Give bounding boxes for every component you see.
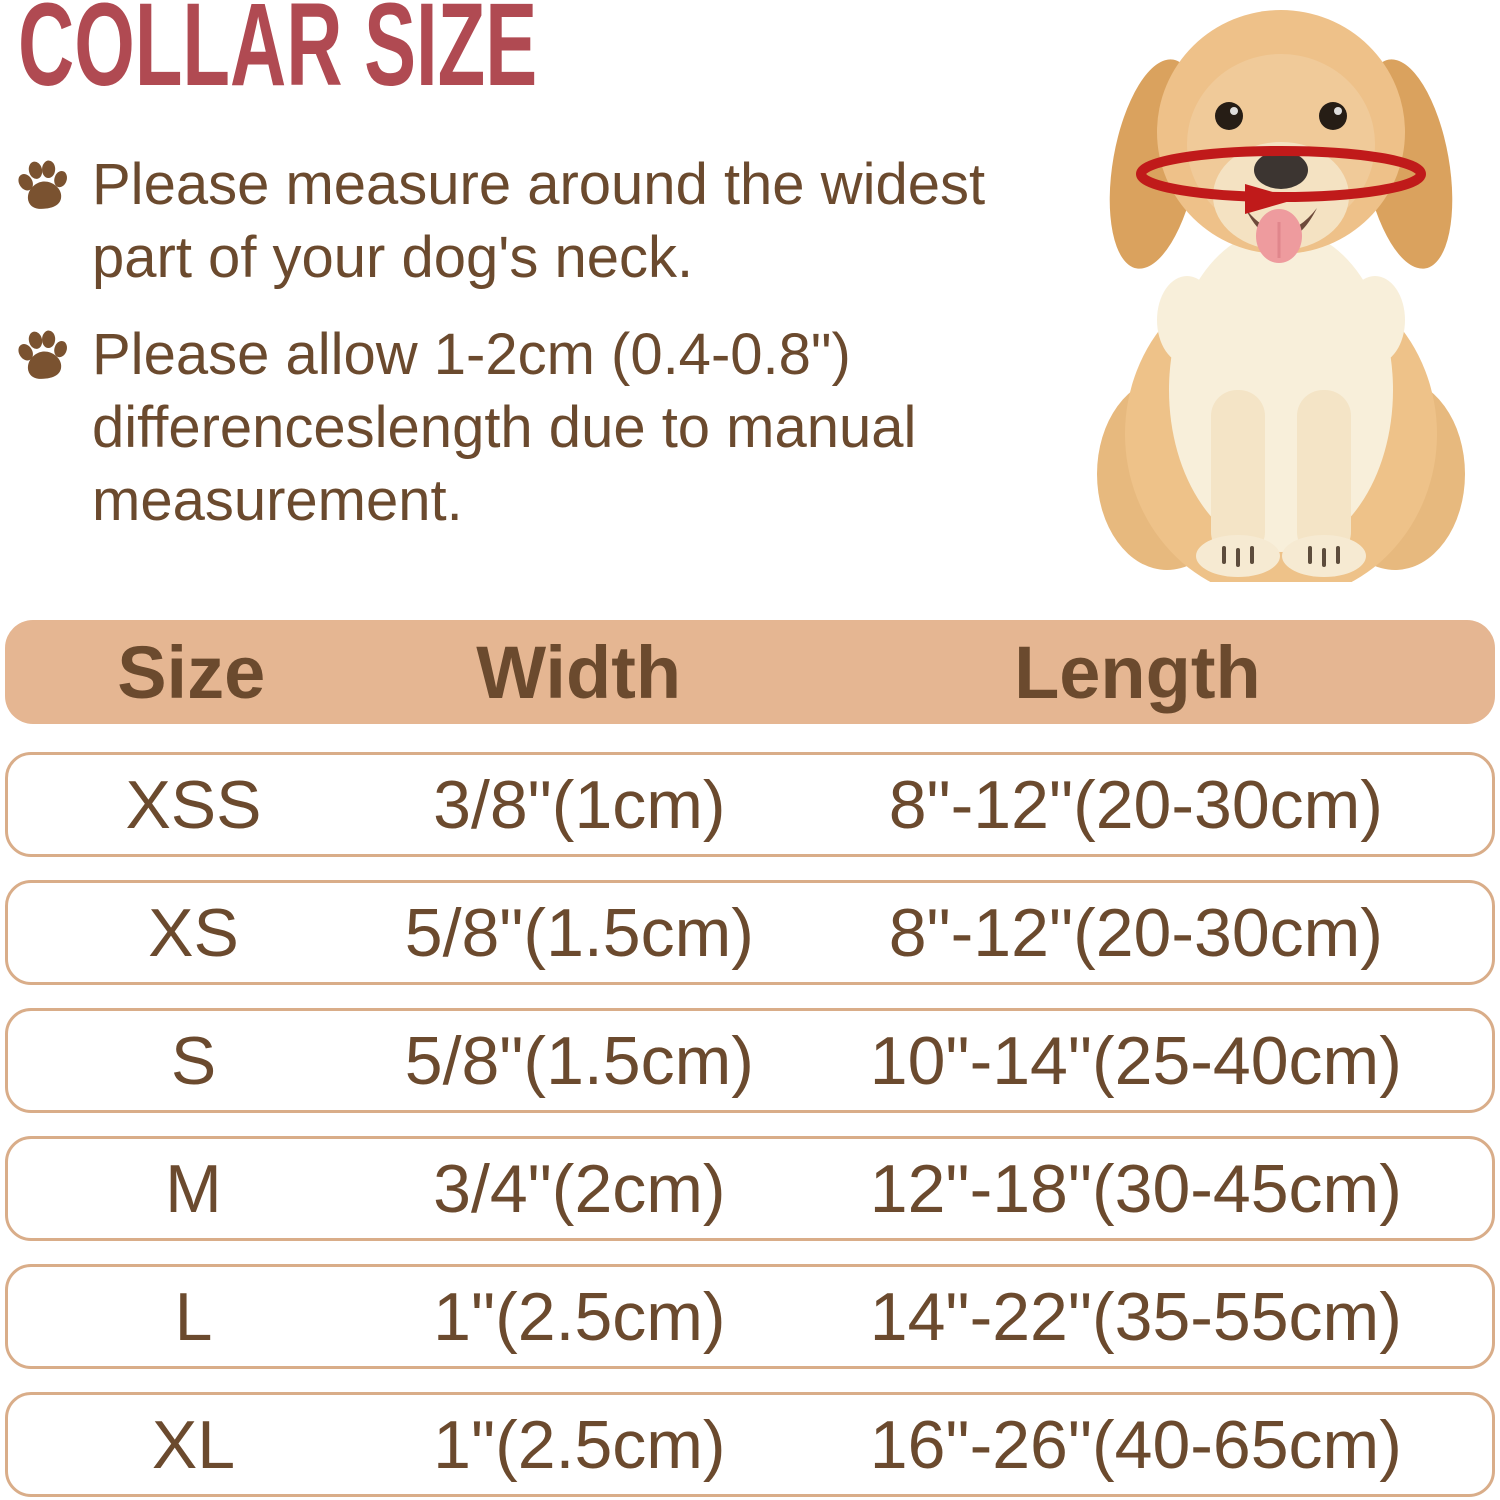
puppy-leg (1211, 390, 1265, 558)
eye-highlight (1230, 107, 1238, 115)
col-header-length: Length (1014, 630, 1261, 714)
puppy-eye (1319, 102, 1347, 130)
cell-length: 8"-12"(20-30cm) (888, 766, 1383, 843)
col-header-width: Width (476, 630, 682, 714)
cell-size: L (174, 1278, 213, 1355)
table-row: L 1"(2.5cm) 14"-22"(35-55cm) (5, 1264, 1495, 1369)
measure-arrow-icon (1245, 184, 1297, 214)
cell-length: 10"-14"(25-40cm) (869, 1022, 1402, 1099)
note-text: Please measure around the widest part of… (92, 148, 985, 294)
puppy-nose (1254, 151, 1308, 189)
cell-length: 14"-22"(35-55cm) (869, 1278, 1402, 1355)
note-line: Please allow 1-2cm (0.4-0.8") (92, 322, 851, 387)
paw-icon (18, 160, 67, 209)
table-row: XL 1"(2.5cm) 16"-26"(40-65cm) (5, 1392, 1495, 1497)
cell-width: 3/4"(2cm) (433, 1150, 726, 1227)
eye-highlight (1334, 107, 1342, 115)
cell-length: 8"-12"(20-30cm) (888, 894, 1383, 971)
table-row: XS 5/8"(1.5cm) 8"-12"(20-30cm) (5, 880, 1495, 985)
cell-width: 5/8"(1.5cm) (404, 1022, 754, 1099)
paw-icon (18, 330, 67, 379)
puppy-chest (1169, 228, 1393, 552)
puppy-chest-fluff (1345, 276, 1405, 364)
note-text: Please allow 1-2cm (0.4-0.8") difference… (92, 318, 916, 537)
note-tolerance: Please allow 1-2cm (0.4-0.8") difference… (14, 318, 916, 537)
cell-size: XS (148, 894, 239, 971)
table-row: M 3/4"(2cm) 12"-18"(30-45cm) (5, 1136, 1495, 1241)
puppy-leg (1297, 390, 1351, 558)
cell-length: 12"-18"(30-45cm) (869, 1150, 1402, 1227)
puppy-claws (1222, 546, 1340, 567)
note-line: measurement. (92, 468, 463, 533)
note-line: differenceslength due to manual (92, 395, 917, 460)
size-table-header: Size Width Length (5, 620, 1495, 724)
cell-length: 16"-26"(40-65cm) (869, 1406, 1402, 1483)
note-measure: Please measure around the widest part of… (14, 148, 985, 294)
note-line: part of your dog's neck. (92, 225, 694, 290)
cell-width: 5/8"(1.5cm) (404, 894, 754, 971)
table-row: S 5/8"(1.5cm) 10"-14"(25-40cm) (5, 1008, 1495, 1113)
cell-size: XSS (125, 766, 262, 843)
table-row: XSS 3/8"(1cm) 8"-12"(20-30cm) (5, 752, 1495, 857)
cell-size: S (170, 1022, 217, 1099)
cell-size: XL (151, 1406, 236, 1483)
puppy-chest-fluff (1157, 276, 1217, 364)
puppy-photo (1097, 10, 1465, 582)
cell-width: 1"(2.5cm) (433, 1278, 726, 1355)
cell-width: 3/8"(1cm) (433, 766, 726, 843)
note-line: Please measure around the widest (92, 152, 986, 217)
cell-size: M (165, 1150, 222, 1227)
puppy-eye (1215, 102, 1243, 130)
page-title: COLLAR SIZE (18, 0, 538, 111)
cell-width: 1"(2.5cm) (433, 1406, 726, 1483)
col-header-size: Size (117, 630, 266, 714)
